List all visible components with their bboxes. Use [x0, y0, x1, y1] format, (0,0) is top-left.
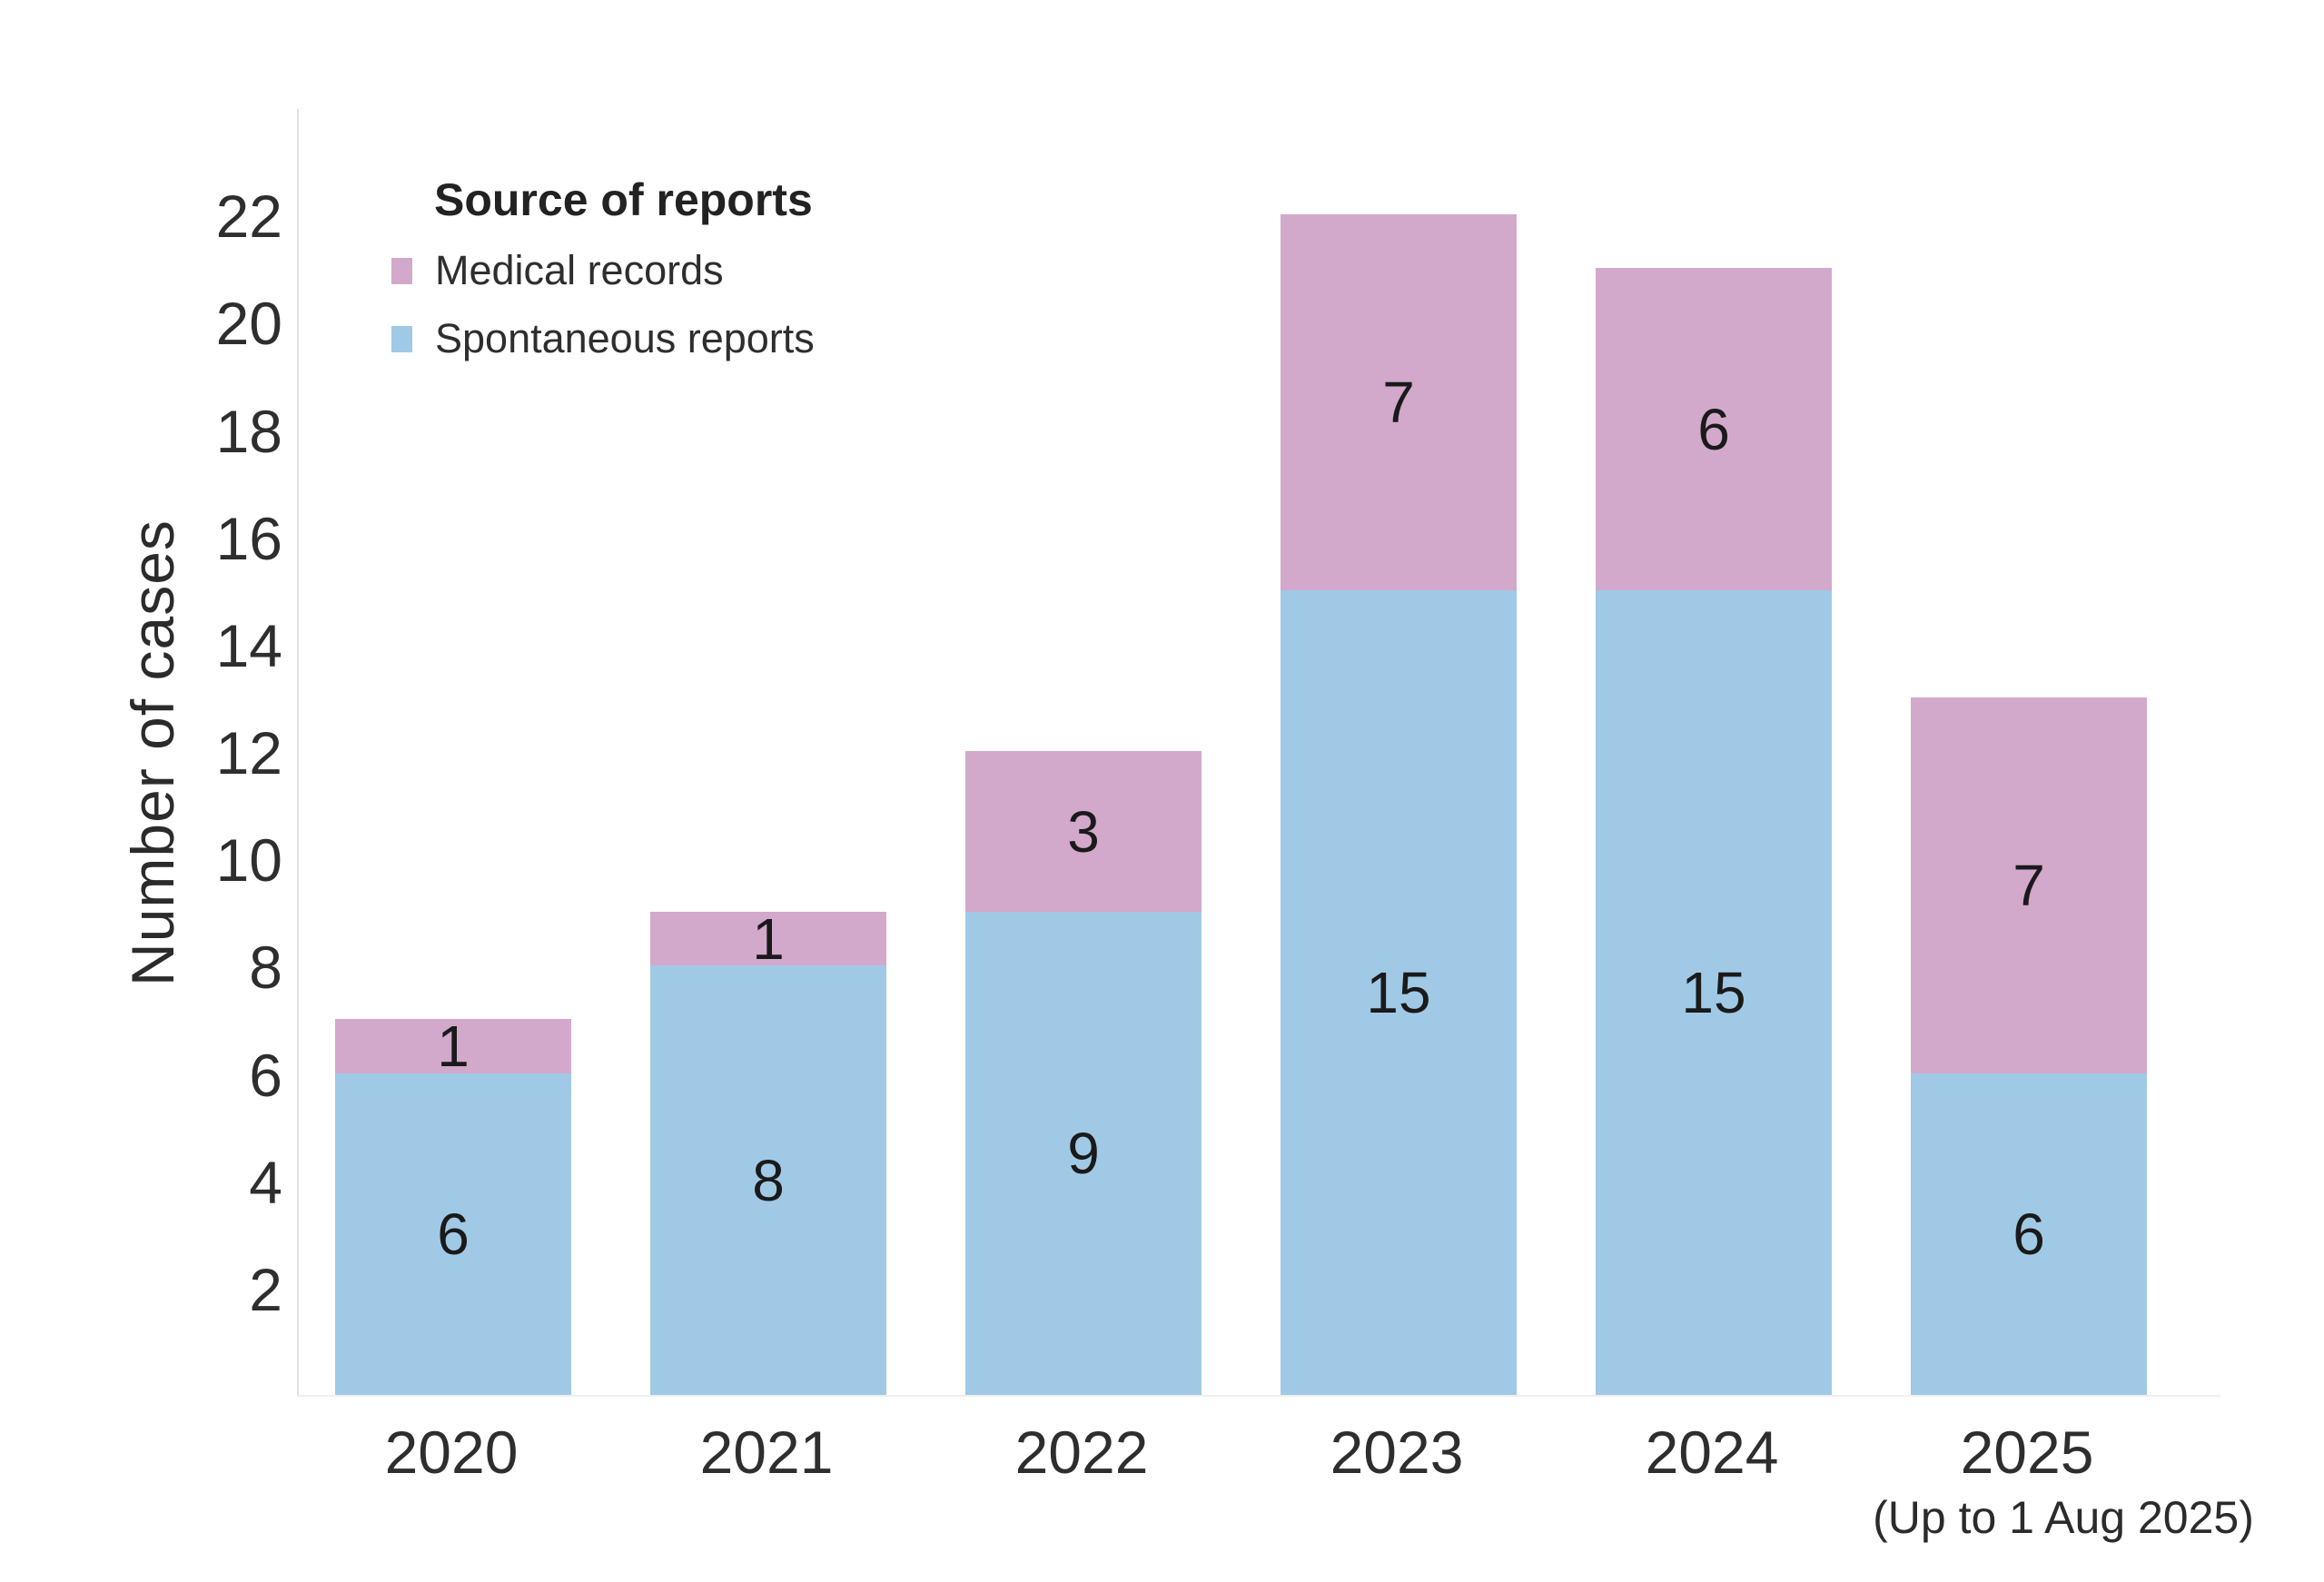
bar-value-label: 7: [2012, 852, 2045, 918]
bar-segment-2024-spontaneous-reports: 15: [1596, 589, 1832, 1395]
y-tick-label: 2: [249, 1255, 282, 1323]
bar-segment-2025-spontaneous-reports: 6: [1911, 1073, 2147, 1395]
bar-segment-2023-spontaneous-reports: 15: [1281, 589, 1517, 1395]
x-tick-sublabel-2025: (Up to 1 Aug 2025): [1873, 1492, 2254, 1543]
legend-label: Spontaneous reports: [435, 314, 815, 361]
bar-value-label: 9: [1067, 1121, 1100, 1187]
bar-segment-2020-spontaneous-reports: 6: [335, 1073, 571, 1395]
plot-area: 6 1 8 1 9 3 15 7 15 6 6 7: [297, 109, 2220, 1397]
bar-value-label: 15: [1366, 959, 1431, 1025]
bar-segment-2022-spontaneous-reports: 9: [965, 912, 1202, 1395]
bar-value-label: 1: [437, 1013, 470, 1079]
x-tick-label-2021: 2021: [699, 1419, 834, 1486]
y-tick-label: 16: [215, 504, 282, 572]
y-tick-label: 20: [215, 290, 282, 358]
bar-segment-2021-medical-records: 1: [650, 905, 886, 972]
bar-value-label: 8: [752, 1147, 785, 1213]
bar-segment-2023-medical-records: 7: [1281, 214, 1517, 590]
x-tick-label-2022: 2022: [1014, 1419, 1149, 1486]
bar-segment-2024-medical-records: 6: [1596, 268, 1832, 590]
bar-segment-2021-spontaneous-reports: 8: [650, 965, 886, 1395]
bar-value-label: 1: [752, 905, 785, 972]
bar-value-label: 6: [2012, 1201, 2045, 1267]
bar-segment-2020-medical-records: 1: [335, 1013, 571, 1079]
y-tick-label: 10: [215, 826, 282, 895]
bar-2024: 15 6: [1596, 268, 1832, 1395]
y-tick-label: 12: [215, 719, 282, 786]
legend-swatch-spontaneous-reports: [391, 325, 412, 352]
bar-segment-2025-medical-records: 7: [1911, 697, 2147, 1073]
x-tick-label-2023: 2023: [1330, 1419, 1464, 1486]
legend-title: Source of reports: [434, 174, 813, 225]
bar-value-label: 3: [1067, 798, 1100, 865]
legend-swatch-medical-records: [391, 257, 412, 284]
bar-value-label: 6: [1697, 396, 1730, 462]
y-tick-label: 4: [249, 1148, 282, 1216]
x-tick-label-2024: 2024: [1645, 1419, 1779, 1486]
bar-segment-2022-medical-records: 3: [965, 751, 1202, 913]
bar-value-label: 15: [1681, 959, 1746, 1025]
y-tick-label: 8: [249, 934, 282, 1002]
legend: Source of reports Medical records Sponta…: [391, 173, 815, 380]
y-tick-label: 6: [249, 1041, 282, 1109]
legend-label: Medical records: [435, 247, 724, 293]
y-tick-label: 22: [215, 183, 282, 251]
bar-value-label: 6: [437, 1201, 470, 1267]
y-tick-label: 14: [215, 611, 282, 679]
x-tick-label-2025: 2025: [1960, 1419, 2094, 1486]
x-tick-label-2020: 2020: [384, 1419, 519, 1486]
bar-value-label: 7: [1382, 369, 1415, 435]
bar-2023: 15 7: [1281, 214, 1517, 1395]
y-tick-label: 18: [215, 397, 282, 465]
legend-item-medical-records: Medical records: [391, 243, 815, 299]
legend-item-spontaneous-reports: Spontaneous reports: [391, 311, 815, 367]
